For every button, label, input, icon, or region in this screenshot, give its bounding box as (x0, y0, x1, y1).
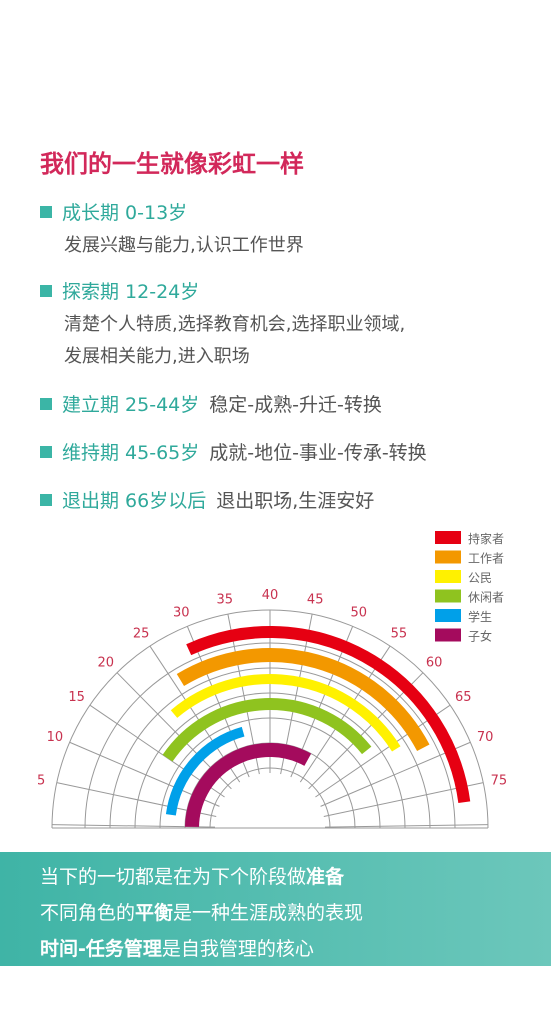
role-arc (165, 726, 245, 816)
legend-swatch (435, 550, 461, 564)
bullet (40, 206, 52, 218)
legend-label: 工作者 (468, 552, 504, 566)
stage: 退出期 66岁以后 退出职场,生涯安好 (40, 486, 374, 513)
age-label: 75 (491, 773, 508, 788)
footer-line: 不同角色的平衡是一种生涯成熟的表现 (40, 898, 363, 925)
stage: 成长期 0-13岁 (40, 198, 187, 225)
footer-line: 当下的一切都是在为下个阶段做准备 (40, 862, 344, 889)
grid-spoke (324, 824, 488, 828)
legend-swatch (435, 531, 461, 544)
age-label: 55 (391, 627, 408, 642)
stage-desc: 发展相关能力,进入职场 (64, 346, 250, 367)
stage-name: 建立期 25-44岁 (62, 394, 200, 416)
legend-swatch (435, 570, 461, 583)
stage-name: 退出期 66岁以后 (62, 490, 207, 512)
legend-label: 子女 (468, 629, 492, 644)
legend-label: 学生 (468, 609, 492, 624)
stage-desc: 发展兴趣与能力,认识工作世界 (64, 235, 304, 256)
age-label: 20 (98, 655, 115, 670)
bullet (40, 446, 52, 458)
age-label: 50 (350, 605, 367, 620)
age-label: 40 (262, 588, 279, 603)
stage-note: 稳定-成熟-升迁-转换 (209, 394, 382, 416)
stage-name: 维持期 45-65岁 (62, 442, 200, 464)
role-arc (176, 648, 430, 752)
footer-text: 当下的一切都是在为下个阶段做 (40, 866, 307, 888)
grid-ring (209, 767, 331, 829)
age-label: 45 (307, 592, 324, 607)
role-arc (186, 626, 471, 803)
footer-line: 时间-任务管理是自我管理的核心 (40, 934, 314, 961)
legend-label: 公民 (468, 571, 492, 585)
bullet (40, 494, 52, 506)
footer-emphasis: 平衡 (135, 902, 174, 924)
stage-note: 成就-地位-事业-传承-转换 (209, 442, 427, 464)
age-label: 65 (455, 690, 472, 705)
stage-note: 退出职场,生涯安好 (216, 490, 375, 512)
legend-swatch (435, 609, 461, 622)
bullet (40, 398, 52, 410)
age-label: 10 (47, 730, 64, 745)
legend-label: 休闲者 (468, 591, 504, 605)
stage-name: 成长期 0-13岁 (62, 202, 188, 224)
footer-text: 是一种生涯成熟的表现 (173, 902, 364, 924)
age-label: 30 (173, 605, 190, 620)
rainbow-chart: 5 10 15 20 25 30 35 40 45 50 55 60 65 70 75 持家者工作者公民休闲者… (37, 531, 508, 829)
age-label: 70 (477, 730, 494, 745)
age-label: 25 (133, 627, 150, 642)
footer-text: 不同角色的 (40, 902, 136, 924)
age-label: 60 (426, 655, 443, 670)
bullet (40, 285, 52, 297)
footer-text: 是自我管理的核心 (161, 938, 314, 960)
age-label: 15 (68, 690, 85, 705)
stage: 建立期 25-44岁 稳定-成熟-升迁-转换 (40, 390, 382, 417)
age-label: 5 (37, 773, 45, 788)
legend-swatch (435, 589, 461, 603)
footer-emphasis: 时间-任务管理 (40, 938, 162, 960)
footer-emphasis: 准备 (306, 866, 345, 888)
age-label: 35 (217, 592, 234, 607)
stage-desc: 清楚个人特质,选择教育机会,选择职业领域, (64, 314, 406, 335)
title: 我们的一生就像彩虹一样 (40, 150, 304, 178)
footer: 当下的一切都是在为下个阶段做准备 不同角色的平衡是一种生涯成熟的表现 时间-任务管理… (0, 852, 551, 966)
role-arc (185, 743, 312, 828)
stage-name: 探索期 12-24岁 (62, 281, 200, 303)
legend-swatch (435, 628, 461, 642)
role-arc (162, 698, 372, 762)
stage: 探索期 12-24岁 (40, 277, 199, 304)
role-arc (170, 674, 401, 752)
legend-label: 持家者 (468, 531, 504, 546)
stage: 维持期 45-65岁 成就-地位-事业-传承-转换 (40, 438, 427, 465)
